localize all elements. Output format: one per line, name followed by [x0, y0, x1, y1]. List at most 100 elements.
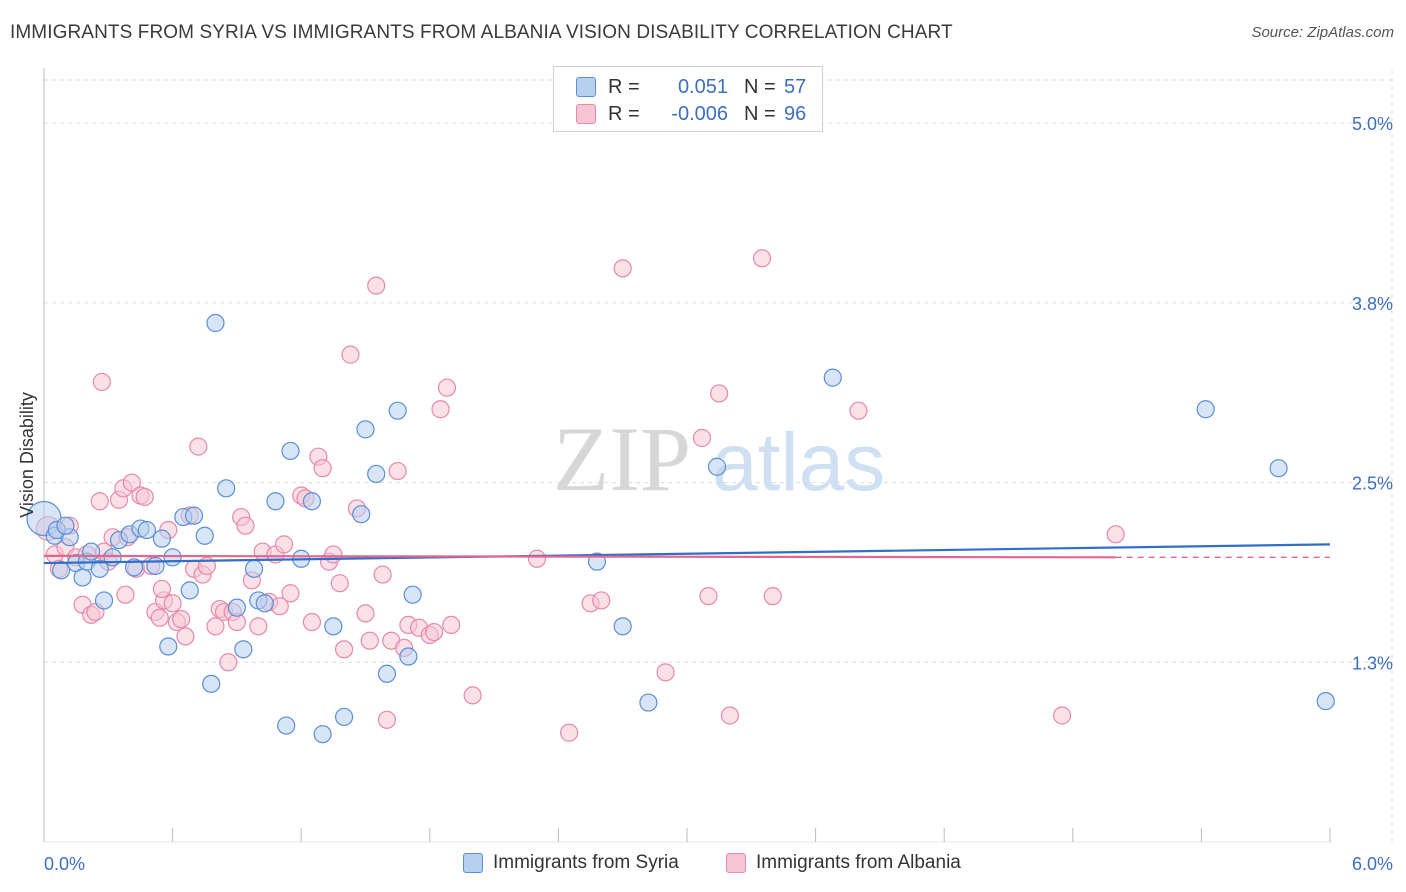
syria-point: [255, 594, 274, 613]
series-legend: Immigrants from Syria Immigrants from Al…: [0, 852, 1406, 876]
correlation-legend: R = 0.051 N = 57 R = -0.006 N = 96: [553, 66, 823, 132]
grid-lines: [44, 70, 1393, 842]
y-tick-label: 5.0%: [1352, 114, 1393, 134]
syria-point: [302, 492, 322, 511]
x-tick-label: 6.0%: [1352, 854, 1393, 874]
syria-point: [399, 647, 418, 666]
albania-trend-line: [43, 554, 1116, 559]
watermark-zip: ZIP: [553, 408, 691, 510]
albania-point: [710, 384, 729, 403]
legend-r-value: -0.006: [671, 102, 728, 125]
albania-point: [373, 565, 392, 584]
albania-point: [206, 617, 225, 636]
syria-point: [82, 542, 101, 561]
albania-point: [172, 610, 191, 629]
syria-point: [707, 457, 727, 476]
albania-point: [135, 487, 154, 507]
syria-point: [56, 516, 75, 535]
albania-point: [116, 585, 135, 604]
watermark: ZIP atlas: [553, 408, 885, 510]
albania-point: [720, 706, 739, 725]
legend-label-syria: Immigrants from Syria: [493, 852, 679, 873]
albania-point: [189, 437, 208, 456]
legend-n-label: N =: [744, 102, 776, 125]
albania-point: [424, 622, 444, 642]
albania-point: [281, 584, 300, 603]
syria-point: [1196, 400, 1215, 419]
albania-point: [849, 401, 868, 420]
albania-point: [150, 608, 169, 627]
legend-row-syria: R = 0.051 N = 57: [576, 74, 806, 100]
legend-r-label: R =: [608, 75, 640, 98]
albania-point: [1052, 706, 1072, 725]
syria-point: [90, 559, 109, 578]
syria-point: [159, 637, 178, 656]
legend-item-syria: Immigrants from Syria: [463, 852, 679, 874]
syria-point: [206, 313, 225, 333]
syria-point: [152, 529, 171, 548]
y-tick-label: 2.5%: [1352, 474, 1393, 494]
albania-point: [752, 249, 772, 268]
y-axis-label: Vision Disability: [17, 392, 37, 518]
albania-point: [219, 653, 238, 672]
syria-point: [1269, 459, 1288, 478]
syria-point: [613, 617, 632, 636]
albania-point: [592, 591, 611, 610]
legend-item-albania: Immigrants from Albania: [726, 852, 961, 874]
syria-point: [163, 548, 182, 567]
syria-point: [180, 581, 199, 600]
trend-lines: [43, 543, 1331, 565]
syria-point: [227, 598, 246, 617]
albania-point: [249, 617, 268, 636]
chart-title: IMMIGRANTS FROM SYRIA VS IMMIGRANTS FROM…: [10, 22, 953, 43]
syria-point: [184, 506, 204, 525]
y-tick-label: 3.8%: [1352, 294, 1393, 314]
syria-point: [334, 707, 354, 727]
albania-point: [236, 516, 255, 535]
syria-point: [352, 505, 371, 524]
syria-point: [52, 561, 71, 580]
syria-point: [388, 401, 407, 420]
albania-point: [367, 276, 386, 295]
syria-point: [823, 368, 842, 387]
syria-point: [639, 693, 658, 712]
source-label: Source: ZipAtlas.com: [1251, 24, 1394, 41]
albania-point: [356, 604, 375, 623]
syria-point: [103, 548, 122, 567]
legend-swatch-syria: [463, 853, 483, 873]
legend-r-value: 0.051: [677, 75, 728, 98]
syria-point: [217, 479, 236, 498]
albania-point: [388, 461, 407, 481]
tick-labels: 1.3% 2.5% 3.8% 5.0% 0.0% 6.0%: [44, 114, 1393, 874]
albania-point: [313, 459, 332, 478]
albania-point: [560, 723, 579, 742]
legend-label-albania: Immigrants from Albania: [756, 852, 961, 873]
albania-point: [442, 615, 461, 635]
albania-point: [1106, 525, 1125, 544]
syria-point: [73, 568, 92, 587]
albania-point: [437, 378, 457, 397]
syria-point: [266, 492, 285, 511]
albania-point: [152, 579, 171, 599]
syria-point: [195, 526, 214, 545]
albania-point: [527, 549, 547, 568]
albania-point: [431, 400, 450, 419]
axes: [43, 68, 1331, 843]
albania-point: [163, 594, 182, 613]
albania-point: [334, 640, 354, 659]
albania-point: [377, 710, 397, 729]
y-tick-label: 1.3%: [1352, 653, 1393, 673]
syria-point: [313, 725, 332, 744]
legend-swatch-albania: [576, 104, 596, 124]
syria-point: [137, 520, 156, 540]
albania-point: [122, 473, 141, 492]
albania-point: [613, 259, 632, 278]
syria-point: [356, 420, 375, 439]
albania-point: [324, 545, 343, 564]
legend-n-value: 57: [784, 75, 807, 98]
legend-n-value: 96: [784, 102, 807, 125]
legend-swatch-syria: [576, 77, 596, 97]
albania-point: [763, 587, 782, 606]
albania-point: [692, 428, 712, 448]
